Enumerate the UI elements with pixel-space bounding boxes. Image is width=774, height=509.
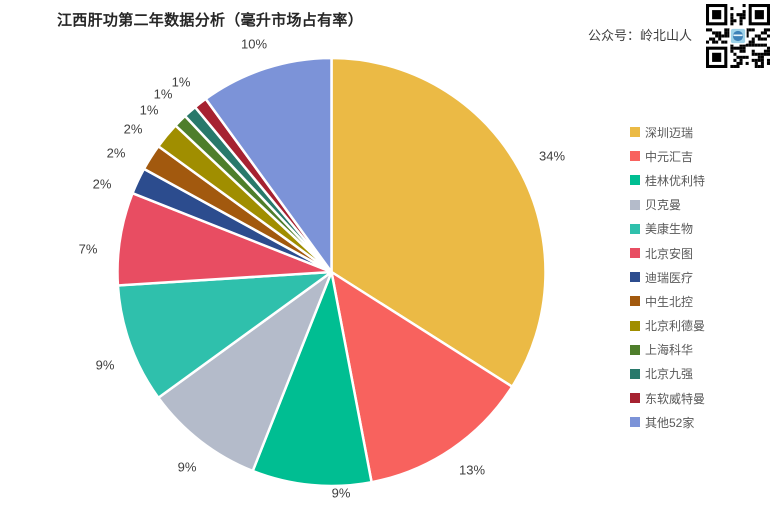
watermark-text: 公众号：岭北山人	[588, 28, 693, 43]
pie-slice-label: 9%	[96, 357, 115, 372]
legend-label: 桂林优利特	[645, 173, 706, 188]
legend-item: 桂林优利特	[630, 168, 770, 192]
legend-label: 北京安图	[645, 246, 694, 261]
pie-slice-label: 2%	[107, 145, 126, 160]
legend-swatch	[630, 320, 640, 331]
legend-label: 其他52家	[645, 415, 695, 430]
legend-label: 东软威特曼	[645, 391, 706, 406]
legend: 深圳迈瑞中元汇吉桂林优利特贝克曼美康生物北京安图迪瑞医疗中生北控北京利德曼上海科…	[630, 120, 770, 434]
pie-slice	[330, 270, 514, 484]
legend-item: 贝克曼	[630, 193, 770, 217]
pie-slice-label: 1%	[140, 102, 159, 117]
legend-item: 上海科华	[630, 338, 770, 362]
legend-item: 中生北控	[630, 289, 770, 313]
legend-label: 迪瑞医疗	[645, 270, 694, 285]
legend-swatch	[630, 344, 640, 355]
legend-item: 北京利德曼	[630, 314, 770, 338]
pie-slice	[204, 56, 333, 274]
legend-label: 美康生物	[645, 222, 694, 237]
legend-swatch	[630, 272, 640, 283]
pie-slice-label: 7%	[79, 241, 98, 256]
legend-swatch	[630, 175, 640, 186]
pie-slice-label: 1%	[172, 74, 191, 89]
legend-swatch	[630, 393, 640, 404]
legend-label: 上海科华	[645, 343, 694, 358]
legend-swatch	[630, 368, 640, 379]
legend-label: 贝克曼	[645, 198, 682, 213]
legend-label: 深圳迈瑞	[645, 125, 694, 140]
pie-slice-label: 2%	[93, 176, 112, 191]
legend-label: 北京利德曼	[645, 319, 706, 334]
legend-label: 中生北控	[645, 294, 694, 309]
legend-swatch	[630, 417, 640, 428]
legend-item: 北京九强	[630, 362, 770, 386]
pie-slice	[116, 270, 333, 400]
pie-slice-label: 13%	[459, 462, 485, 477]
pie-slice	[251, 270, 373, 488]
legend-item: 其他52家	[630, 410, 770, 434]
pie-slice-label: 9%	[332, 485, 351, 500]
legend-swatch	[630, 296, 640, 307]
legend-label: 北京九强	[645, 367, 694, 382]
pie-slice-label: 2%	[124, 121, 143, 136]
legend-swatch	[630, 127, 640, 138]
pie-slice-label: 10%	[241, 36, 267, 51]
legend-item: 美康生物	[630, 217, 770, 241]
legend-label: 中元汇吉	[645, 149, 694, 164]
pie-slice-label: 34%	[539, 148, 565, 163]
pie-slice	[157, 270, 333, 473]
legend-swatch	[630, 223, 640, 234]
legend-swatch	[630, 248, 640, 259]
legend-item: 迪瑞医疗	[630, 265, 770, 289]
pie-slice-label: 9%	[178, 459, 197, 474]
qr-code-image	[706, 4, 770, 68]
legend-item: 深圳迈瑞	[630, 120, 770, 144]
chart-title: 江西肝功第二年数据分析（毫升市场占有率）	[57, 12, 364, 29]
legend-item: 北京安图	[630, 241, 770, 265]
legend-item: 东软威特曼	[630, 386, 770, 410]
legend-swatch	[630, 151, 640, 162]
pie-slice-label: 1%	[154, 86, 173, 101]
legend-item: 中元汇吉	[630, 144, 770, 168]
legend-swatch	[630, 199, 640, 210]
